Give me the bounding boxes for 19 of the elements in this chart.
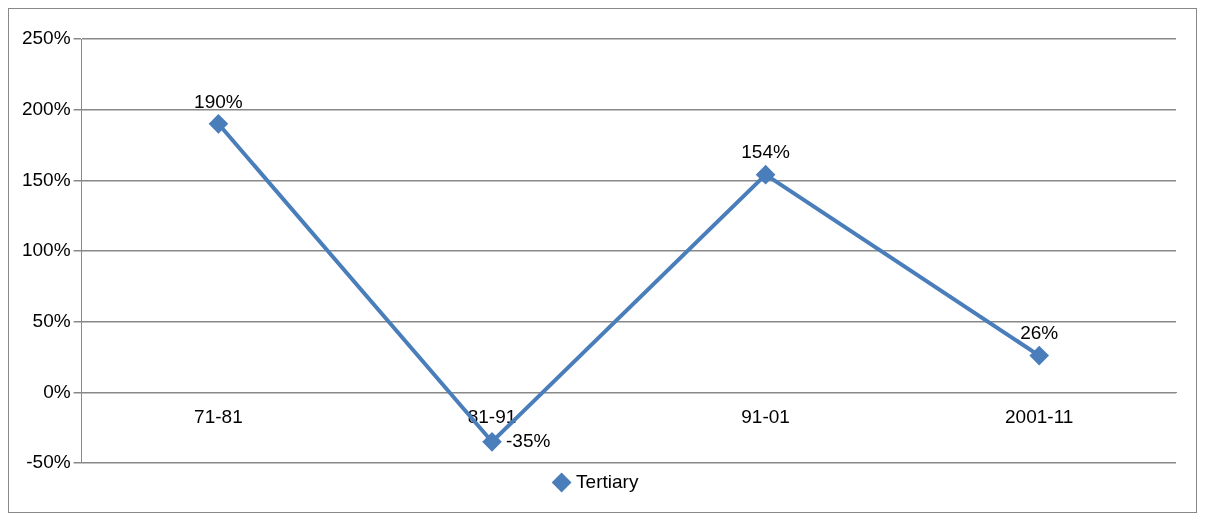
y-tick-label: 150% (21, 168, 71, 190)
point (1030, 346, 1049, 365)
y-tick-label: 100% (21, 239, 71, 261)
y-tick-label: -50% (26, 451, 71, 473)
data-label: 190% (194, 90, 243, 112)
y-tick-label: 0% (43, 380, 71, 402)
x-tick-label: 2001-11 (1005, 405, 1074, 427)
x-tick-label: 91-01 (741, 405, 790, 427)
point (483, 432, 501, 451)
y-tick-label: 200% (21, 97, 71, 119)
legend-label: Tertiary (576, 470, 639, 492)
point (209, 114, 228, 133)
data-label: 26% (1020, 322, 1059, 344)
data-label: -35% (506, 430, 551, 452)
data-label: 154% (741, 141, 790, 163)
y-tick-label: 250% (21, 27, 71, 49)
x-tick-label: 71-81 (194, 405, 243, 427)
point (756, 165, 775, 184)
y-tick-label: 50% (32, 309, 71, 331)
